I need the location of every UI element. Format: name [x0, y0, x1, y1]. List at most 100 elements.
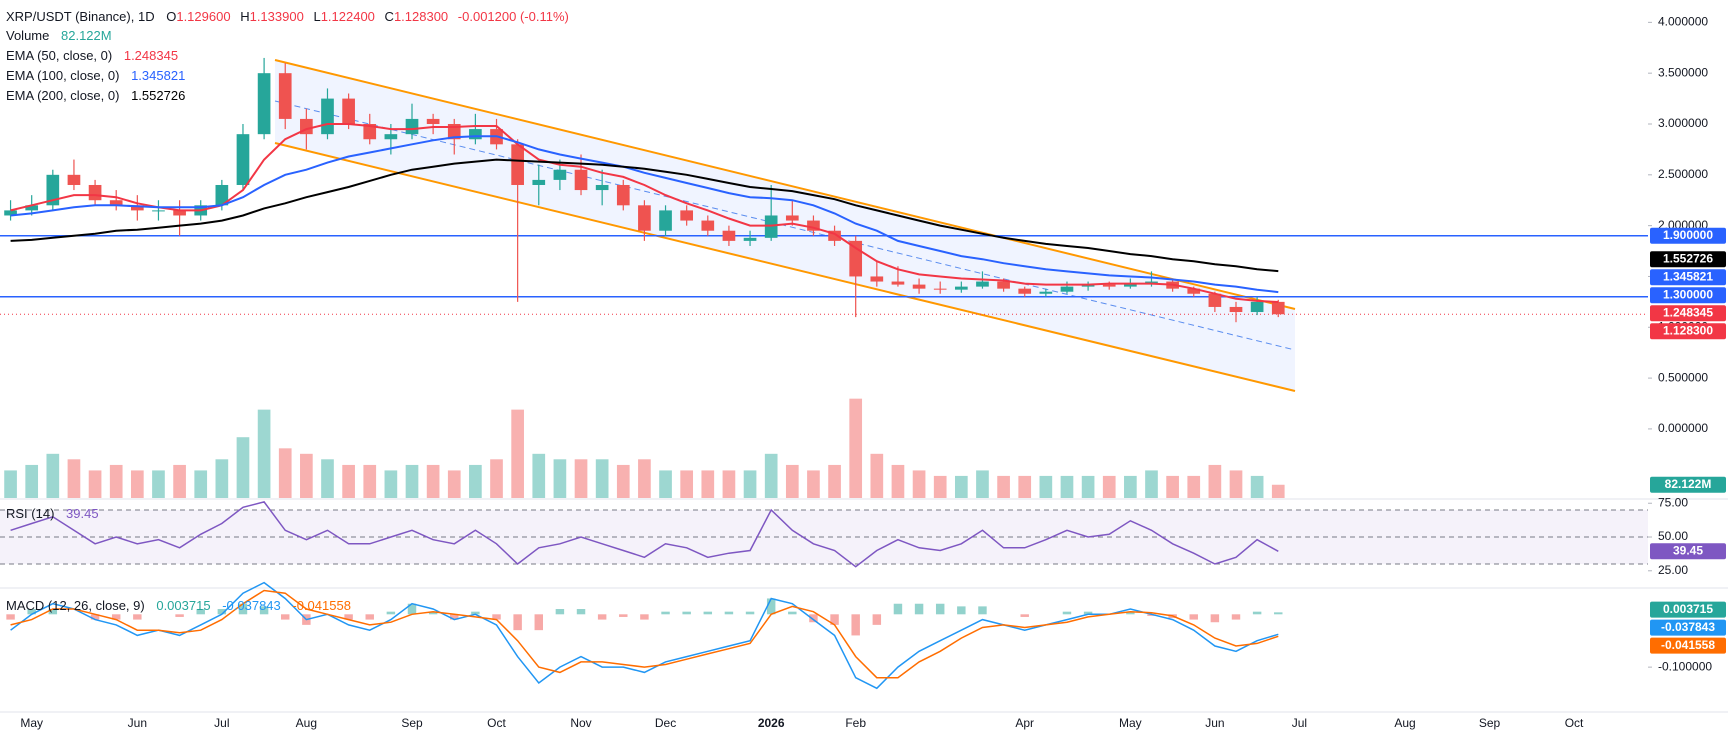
candle-body	[469, 129, 482, 140]
volume-bar	[300, 453, 313, 498]
volume-bar	[553, 459, 567, 498]
volume-bar	[912, 470, 926, 498]
candle-body	[638, 205, 651, 231]
candle-body	[511, 144, 524, 185]
series-line	[10, 135, 1279, 294]
histogram-bar	[724, 611, 734, 615]
histogram-bar	[555, 609, 565, 615]
histogram-bar	[281, 614, 290, 620]
ema-legend: EMA (100, close, 0) 1.345821	[6, 68, 185, 83]
candle-body	[849, 240, 863, 277]
axis-badge-label: 0.003715	[1663, 602, 1713, 616]
y-tick-label: 4.000000	[1658, 15, 1708, 29]
series-line	[10, 589, 1279, 679]
x-tick-label: Jun	[1205, 716, 1224, 730]
volume-bar	[870, 453, 884, 498]
candle-body	[1187, 288, 1201, 294]
candle-body	[785, 215, 799, 221]
x-tick-label: Apr	[1015, 716, 1034, 730]
volume-bar	[1229, 470, 1243, 498]
volume-bar	[1039, 475, 1053, 498]
histogram-bar	[935, 603, 945, 615]
volume-bar	[828, 464, 841, 498]
candle-body	[659, 210, 672, 231]
axis-badge-label: 82.122M	[1665, 477, 1712, 491]
ema-legend: EMA (200, close, 0) 1.552726	[6, 88, 185, 103]
ema-legend: EMA (50, close, 0) 1.248345	[6, 48, 178, 63]
volume-bar	[342, 464, 355, 498]
volume-bar	[722, 470, 736, 498]
ohlc-value: 1.128300	[394, 9, 448, 24]
legend-value: 1.552726	[131, 88, 185, 103]
histogram-bar	[619, 614, 628, 617]
volume-bar	[1208, 464, 1222, 498]
legend-value: 1.345821	[131, 68, 185, 83]
volume-bar	[976, 470, 989, 498]
candle-body	[173, 210, 186, 216]
axis-badge	[1650, 251, 1726, 268]
axis-badge	[1650, 601, 1726, 618]
volume-legend: Volume 82.122M	[6, 28, 112, 43]
x-tick-label: 2026	[758, 716, 785, 730]
histogram-bar	[1189, 614, 1198, 620]
series-line	[10, 501, 1279, 568]
volume-bar	[321, 459, 334, 498]
histogram-bar	[450, 614, 459, 620]
candle-body	[1208, 293, 1222, 307]
histogram-bar	[27, 609, 36, 615]
ohlc-key: H	[240, 9, 249, 24]
volume-bar	[659, 470, 672, 498]
candle-body	[553, 169, 567, 180]
volume-bar	[236, 437, 250, 498]
axis-badge	[1650, 287, 1726, 304]
histogram-bar	[661, 611, 670, 615]
candle-body	[807, 220, 820, 231]
legend-label: EMA (50, close, 0)	[6, 48, 112, 63]
candle-body	[67, 174, 81, 185]
volume-bar	[67, 459, 81, 498]
x-tick-label: Dec	[655, 716, 676, 730]
header: XRP/USDT (Binance), 1D O1.129600 H1.1339…	[6, 9, 569, 613]
candle-body	[743, 237, 757, 241]
histogram-bar	[1083, 611, 1093, 615]
candle-body	[1018, 288, 1032, 294]
candle-body	[1250, 301, 1264, 313]
candle-body	[4, 210, 17, 216]
axis-badge-label: -0.037843	[1661, 620, 1715, 634]
legend-value: 82.122M	[61, 28, 112, 43]
candle-body	[257, 73, 271, 135]
histogram-bar	[872, 614, 882, 625]
y-tick-label: 75.00	[1658, 495, 1688, 509]
axis-badge-label: 1.248345	[1663, 305, 1713, 319]
volume-bar	[278, 448, 292, 498]
histogram-bar	[534, 614, 543, 631]
candle-body	[152, 210, 165, 212]
volume-bar	[954, 475, 968, 498]
volume-bar	[616, 464, 630, 498]
volume-bar	[1060, 475, 1074, 498]
channel-middle	[274, 100, 1296, 351]
histogram-bar	[1252, 611, 1262, 615]
y-tick-label: 3.000000	[1658, 116, 1708, 130]
histogram-bar	[893, 603, 903, 615]
symbol: XRP/USDT (Binance), 1D	[6, 9, 155, 24]
candle-body	[701, 220, 715, 231]
x-tick-label: Sep	[401, 716, 423, 730]
histogram-bar	[830, 614, 839, 625]
volume-bar	[194, 470, 208, 498]
rsi-legend: RSI (14) 39.45	[6, 506, 99, 521]
x-tick-label: Jul	[214, 716, 229, 730]
histogram-bar	[471, 611, 480, 615]
axis-badge	[1650, 323, 1726, 340]
volume-bar	[88, 470, 102, 498]
axis-badge-label: 1.300000	[1663, 287, 1713, 301]
ohlc-value: 1.122400	[321, 9, 375, 24]
histogram-bar	[978, 606, 987, 615]
histogram-bar	[133, 614, 142, 620]
histogram-bar	[788, 611, 797, 615]
histogram-bar	[809, 614, 818, 623]
axis-badge	[1650, 476, 1726, 493]
candle-body	[532, 179, 546, 185]
candle-body	[363, 124, 377, 140]
